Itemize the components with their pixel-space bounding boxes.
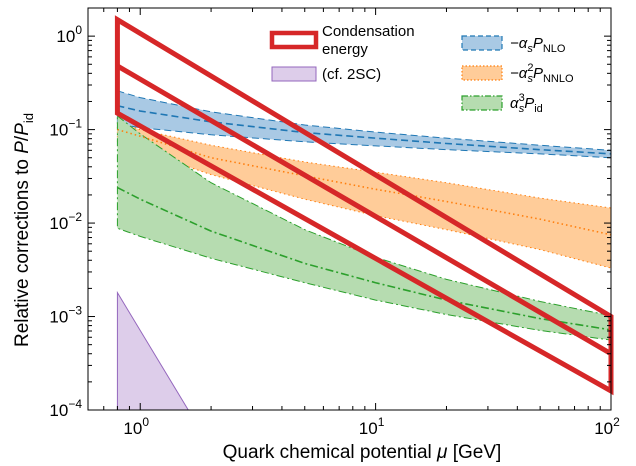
legend-swatch-nnlo xyxy=(461,65,503,81)
x-tick-exp: 1 xyxy=(378,415,385,429)
x-axis-title-main: Quark chemical potential xyxy=(223,442,437,463)
legend-nnlo-sub1: s xyxy=(527,73,533,85)
y-axis-title-p: P xyxy=(12,141,33,154)
legend-n3lo-prefix: α xyxy=(510,95,519,112)
legend-n3lo-sup: 3 xyxy=(519,92,525,104)
legend-nnlo-prefix: −α xyxy=(510,65,528,82)
nlo-central-line xyxy=(117,104,612,155)
y-axis-label: Relative corrections to P/Pid xyxy=(12,113,36,347)
x-tick-label: 100 xyxy=(123,415,149,438)
legend-swatch-condensation xyxy=(269,30,319,50)
x-tick-label: 101 xyxy=(359,415,385,438)
y-tick-label: 10−3 xyxy=(49,304,82,327)
cf2sc-region xyxy=(116,290,190,411)
n3lo-central-line xyxy=(117,186,612,331)
y-tick-label: 100 xyxy=(56,23,82,46)
legend-nlo-prefix: −α xyxy=(510,35,528,52)
y-tick-label: 10−1 xyxy=(49,117,82,140)
y-axis-title: Relative corrections to P/Pid xyxy=(12,113,36,347)
legend-label-condensation-line2: energy xyxy=(322,41,368,58)
x-tick-base: 10 xyxy=(594,419,613,438)
x-axis-title-unit: [GeV] xyxy=(447,442,501,463)
legend-nnlo-sub2: NNLO xyxy=(543,73,574,85)
legend-swatch-n3lo xyxy=(461,95,503,111)
x-tick-label: 102 xyxy=(594,415,620,438)
y-axis-title-sub: id xyxy=(21,113,36,123)
y-tick-base: 10 xyxy=(49,308,68,327)
legend-n3lo-sub1: s xyxy=(519,103,525,115)
y-tick-base: 10 xyxy=(49,401,68,420)
legend-label-nnlo: −α2 sPNNLO xyxy=(510,62,574,85)
legend-swatch-nlo xyxy=(461,35,503,51)
x-tick-exp: 2 xyxy=(613,415,620,429)
y-tick-exp: −3 xyxy=(68,304,82,318)
legend-label-nlo: −αsPNLO xyxy=(510,35,566,55)
x-axis-label: Quark chemical potential μ [GeV] xyxy=(223,442,502,463)
y-tick-base: 10 xyxy=(49,121,68,140)
legend-nnlo-p: P xyxy=(533,65,543,82)
nnlo-central-line xyxy=(117,128,612,236)
x-tick-base: 10 xyxy=(123,419,142,438)
y-axis-title-slash: / xyxy=(12,135,33,141)
y-axis-title-main: Relative corrections to xyxy=(12,154,33,347)
y-tick-label: 10−2 xyxy=(49,210,82,233)
legend-n3lo-p: P xyxy=(524,95,534,112)
legend-swatch-cf2sc xyxy=(271,66,317,82)
y-tick-exp: −1 xyxy=(68,117,82,131)
legend-nlo-p: P xyxy=(533,35,543,52)
y-tick-base: 10 xyxy=(49,214,68,233)
legend-label-cf2sc: (cf. 2SC) xyxy=(322,66,381,83)
x-tick-exp: 0 xyxy=(142,415,149,429)
y-axis-title-pid: P xyxy=(12,123,33,136)
y-tick-base: 10 xyxy=(56,27,75,46)
y-tick-exp: −4 xyxy=(68,397,82,411)
legend-n3lo-sub2: id xyxy=(534,103,543,115)
x-axis-title: Quark chemical potential μ [GeV] xyxy=(223,442,502,463)
legend-nlo-sub1: s xyxy=(527,43,533,55)
central-curves xyxy=(117,104,612,331)
legend-right: −αsPNLO −α2 sPNNLO α3 sPid xyxy=(461,35,574,115)
legend-label-n3lo: α3 sPid xyxy=(510,92,543,115)
legend-nnlo-sup: 2 xyxy=(527,62,533,74)
plot-frame xyxy=(87,7,612,411)
x-tick-base: 10 xyxy=(359,419,378,438)
y-tick-exp: 0 xyxy=(75,23,82,37)
nnlo-band xyxy=(116,121,612,269)
x-axis-title-symbol: μ xyxy=(436,442,448,463)
condensation-inner-line xyxy=(116,63,613,356)
legend-left: Condensation energy (cf. 2SC) xyxy=(269,23,415,83)
legend-label-condensation-line1: Condensation xyxy=(322,23,415,40)
y-tick-label: 10−4 xyxy=(49,397,82,420)
y-tick-exp: −2 xyxy=(68,210,82,224)
legend-nlo-sub2: NLO xyxy=(543,43,566,55)
